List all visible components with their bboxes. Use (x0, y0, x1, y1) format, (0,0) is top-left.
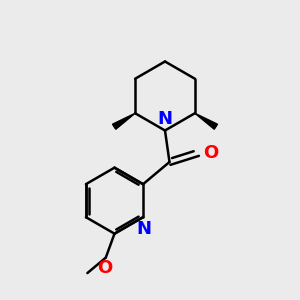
Text: N: N (136, 220, 151, 238)
Text: O: O (203, 144, 219, 162)
Polygon shape (195, 113, 218, 129)
Polygon shape (112, 113, 135, 129)
Text: O: O (97, 259, 112, 277)
Text: N: N (158, 110, 172, 128)
